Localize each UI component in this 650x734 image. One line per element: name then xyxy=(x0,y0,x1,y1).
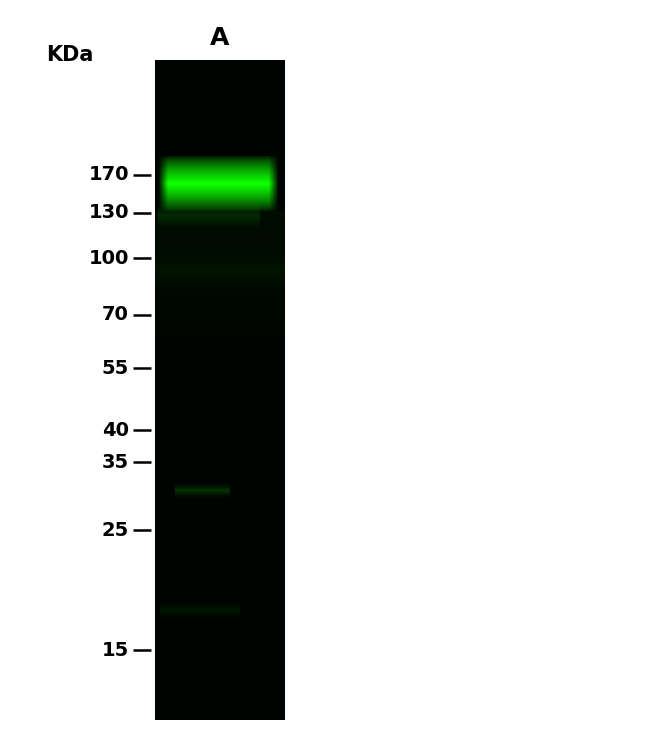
Bar xyxy=(155,60,285,720)
Text: 25: 25 xyxy=(102,520,129,539)
Text: 130: 130 xyxy=(88,203,129,222)
Text: 55: 55 xyxy=(102,358,129,377)
Text: 15: 15 xyxy=(102,641,129,660)
Text: 35: 35 xyxy=(102,452,129,471)
Text: 100: 100 xyxy=(88,249,129,267)
Text: KDa: KDa xyxy=(46,45,94,65)
Text: 70: 70 xyxy=(102,305,129,324)
Text: 170: 170 xyxy=(88,165,129,184)
Text: 40: 40 xyxy=(102,421,129,440)
Text: A: A xyxy=(211,26,229,50)
